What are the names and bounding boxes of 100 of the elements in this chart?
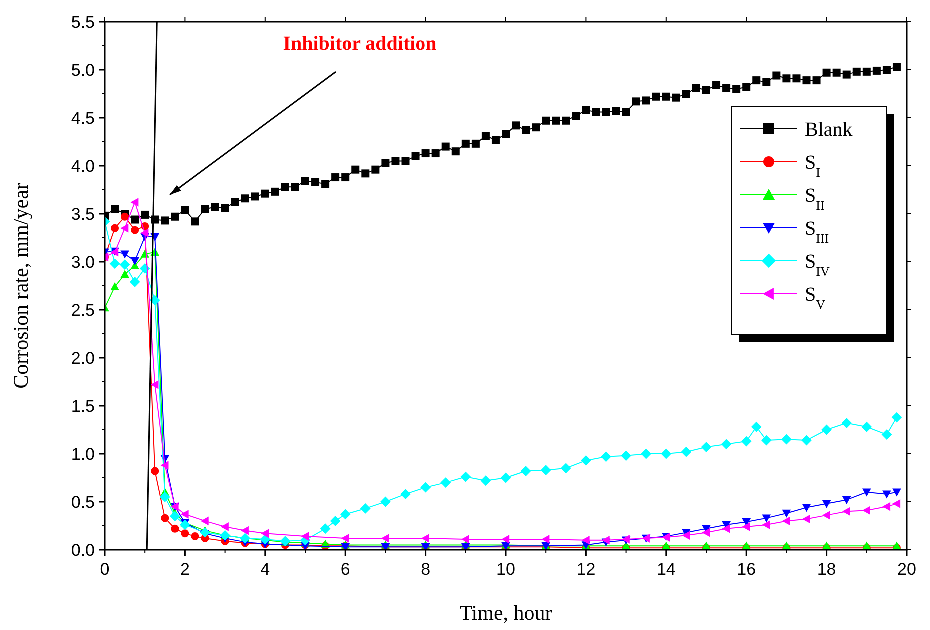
point	[301, 532, 310, 541]
x-tick-label: 20	[898, 560, 916, 579]
point	[462, 535, 470, 544]
point	[621, 450, 632, 462]
x-tick-label: 10	[496, 560, 516, 579]
point	[180, 520, 190, 530]
legend-label: Blank	[805, 119, 853, 141]
point	[421, 534, 430, 543]
point	[742, 542, 751, 550]
point	[440, 478, 452, 488]
point	[822, 511, 830, 520]
x-tick-label: 12	[576, 560, 596, 579]
point	[882, 502, 891, 512]
point	[480, 476, 492, 486]
point	[341, 534, 350, 543]
point	[702, 528, 710, 538]
point	[751, 422, 762, 432]
legend-label: S$_{I}$	[805, 152, 820, 180]
point	[180, 510, 189, 519]
point	[822, 500, 832, 508]
point	[240, 526, 249, 536]
x-tick-label: 4	[260, 560, 270, 579]
point	[381, 534, 390, 543]
y-tick-label: 0.0	[71, 540, 95, 560]
point	[130, 257, 140, 266]
point	[762, 514, 772, 523]
x-tick-label: 2	[180, 560, 190, 579]
point	[220, 522, 229, 532]
y-tick-label: 2.0	[71, 348, 95, 368]
point	[641, 448, 652, 460]
x-tick-label: 6	[340, 560, 350, 579]
point	[320, 524, 331, 534]
point	[782, 510, 792, 518]
point	[782, 434, 792, 445]
point	[150, 380, 159, 390]
point	[762, 520, 770, 530]
point	[842, 496, 852, 504]
point	[892, 542, 902, 550]
x-axis-title: Time, hour	[460, 601, 552, 625]
point	[191, 532, 200, 541]
point	[420, 482, 431, 493]
point	[601, 452, 612, 462]
point	[681, 446, 692, 458]
point	[802, 504, 812, 512]
point	[892, 412, 902, 423]
point	[540, 465, 552, 476]
x-tick-label: 8	[421, 560, 431, 579]
point	[120, 224, 129, 233]
point	[892, 488, 902, 497]
point	[120, 250, 130, 259]
point	[582, 536, 590, 545]
point	[151, 467, 160, 476]
point	[160, 461, 169, 470]
point	[170, 511, 180, 522]
point	[542, 535, 550, 544]
point	[842, 418, 852, 428]
point	[721, 439, 732, 450]
point	[581, 456, 592, 466]
point	[862, 542, 872, 550]
y-tick-label: 5.0	[71, 60, 95, 80]
y-tick-label: 4.0	[71, 156, 95, 176]
point	[131, 226, 140, 234]
point	[701, 442, 712, 452]
legend-label: S$_{III}$	[805, 218, 830, 246]
point	[520, 466, 532, 476]
point	[500, 472, 512, 484]
point	[110, 258, 120, 270]
point	[782, 542, 792, 550]
y-tick-label: 2.5	[71, 300, 95, 320]
x-tick-label: 0	[100, 560, 110, 579]
y-tick-label: 3.0	[71, 252, 95, 272]
point	[111, 224, 120, 232]
legend-label: S$_{V}$	[805, 284, 826, 312]
point	[261, 529, 269, 538]
y-axis-title: Corrosion rate, mm/year	[9, 183, 33, 389]
point	[130, 198, 139, 207]
point	[200, 516, 209, 526]
point	[120, 270, 130, 278]
y-tick-label: 0.5	[71, 492, 95, 512]
point	[460, 472, 472, 482]
point	[120, 260, 130, 270]
point	[662, 542, 671, 550]
point	[130, 276, 140, 288]
point	[741, 436, 752, 447]
point	[822, 542, 832, 550]
y-tick-label: 1.0	[71, 444, 95, 464]
x-tick-label: 16	[737, 560, 756, 579]
point	[160, 492, 170, 502]
point	[822, 424, 832, 436]
point	[330, 516, 341, 526]
x-tick-label: 18	[817, 560, 836, 579]
point	[340, 509, 351, 520]
legend-label: S$_{II}$	[805, 185, 825, 212]
point	[560, 463, 572, 474]
point	[862, 422, 872, 432]
point	[702, 542, 711, 550]
point	[171, 524, 180, 533]
point	[181, 530, 190, 538]
y-tick-label: 4.5	[71, 108, 95, 128]
point	[892, 500, 901, 508]
